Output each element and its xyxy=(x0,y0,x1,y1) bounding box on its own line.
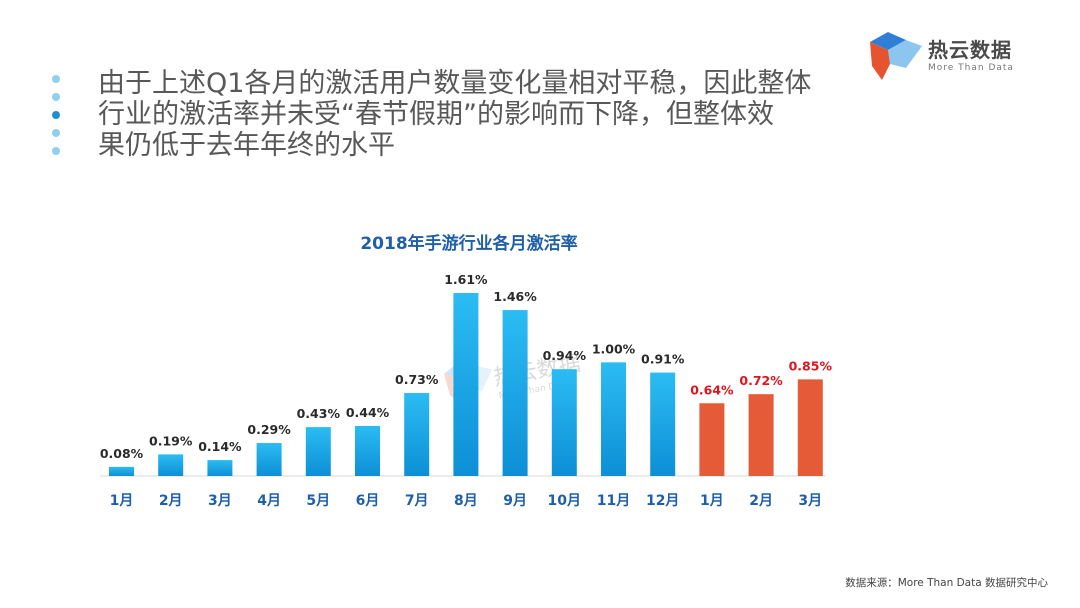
heading-line-2: 行业的激活率并未受“春节假期”的影响而下降，但整体效 xyxy=(98,99,774,130)
logo-tagline: More Than Data xyxy=(928,63,1014,73)
bar-value-label-1: 0.08% xyxy=(100,446,144,461)
logo-cube-top xyxy=(870,32,906,50)
bar-7 xyxy=(404,393,430,476)
bar-value-label-12: 0.91% xyxy=(641,352,685,367)
logo-cube-left xyxy=(870,42,890,80)
heading-line-1: 由于上述Q1各月的激活用户数量变化量相对平稳，因此整体 xyxy=(98,68,812,99)
bar-value-label-15: 0.85% xyxy=(789,358,833,373)
logo-cube-icon xyxy=(870,32,922,80)
bullet-dot xyxy=(52,111,60,119)
x-tick-label-1: 1月 xyxy=(110,493,134,509)
x-tick-label-10: 10月 xyxy=(548,493,581,509)
bar-value-label-13: 0.64% xyxy=(690,382,734,397)
bar-14 xyxy=(748,394,774,476)
bar-6 xyxy=(355,425,380,476)
bar-value-label-3: 0.14% xyxy=(198,439,242,454)
x-tick-label-2: 2月 xyxy=(159,493,183,509)
bar-2 xyxy=(158,454,184,476)
bar-value-label-11: 1.00% xyxy=(592,341,636,356)
x-tick-label-13: 1月 xyxy=(700,493,724,509)
bar-value-label-6: 0.44% xyxy=(346,405,390,420)
bar-value-label-4: 0.29% xyxy=(247,422,291,437)
bar-9 xyxy=(502,310,528,476)
logo-cube-right xyxy=(888,40,922,68)
bar-value-label-9: 1.46% xyxy=(493,289,537,304)
x-tick-label-14: 2月 xyxy=(749,493,773,509)
x-tick-label-12: 12月 xyxy=(646,493,679,509)
bar-value-label-7: 0.73% xyxy=(395,372,439,387)
x-tick-label-9: 9月 xyxy=(503,493,527,509)
bar-12 xyxy=(650,372,676,476)
bar-8 xyxy=(453,293,479,476)
x-tick-label-6: 6月 xyxy=(356,493,380,509)
bar-value-label-5: 0.43% xyxy=(297,406,341,421)
bar-value-label-8: 1.61% xyxy=(444,272,488,287)
page-heading: 由于上述Q1各月的激活用户数量变化量相对平稳，因此整体 行业的激活率并未受“春节… xyxy=(98,68,818,161)
bar-value-label-2: 0.19% xyxy=(149,433,193,448)
bar-3 xyxy=(207,460,233,476)
x-tick-label-7: 7月 xyxy=(405,493,429,509)
bullet-dot xyxy=(52,129,60,137)
bullet-dot xyxy=(52,75,60,83)
x-tick-label-15: 3月 xyxy=(798,493,822,509)
bar-value-label-10: 0.94% xyxy=(543,348,587,363)
logo-name: 热云数据 xyxy=(928,38,1012,62)
heading-line-3: 果仍低于去年年终的水平 xyxy=(98,130,395,161)
bullet-dot xyxy=(52,93,60,101)
x-tick-label-3: 3月 xyxy=(208,493,232,509)
bar-5 xyxy=(305,427,331,476)
x-tick-label-4: 4月 xyxy=(257,493,281,509)
x-tick-label-5: 5月 xyxy=(306,493,330,509)
bar-13 xyxy=(699,403,725,476)
chart-title: 2018年手游行业各月激活率 xyxy=(360,233,577,254)
brand-logo: 热云数据 More Than Data xyxy=(866,28,1036,82)
bar-15 xyxy=(797,379,823,476)
bar-4 xyxy=(256,443,282,476)
bar-11 xyxy=(601,362,626,476)
bar-group: 0.08% 1月 0.19% 2月 0.14% 3月 0.29% 4月 0.43% 5月 0.44%… xyxy=(100,272,833,509)
bullet-dot xyxy=(52,147,60,155)
data-source: 数据来源：More Than Data 数据研究中心 xyxy=(845,577,1048,589)
bar-value-label-14: 0.72% xyxy=(739,373,783,388)
x-tick-label-11: 11月 xyxy=(597,493,630,509)
x-tick-label-8: 8月 xyxy=(454,493,478,509)
bar-10 xyxy=(551,369,577,476)
bullet-dots xyxy=(52,75,72,155)
bar-1 xyxy=(109,466,134,476)
